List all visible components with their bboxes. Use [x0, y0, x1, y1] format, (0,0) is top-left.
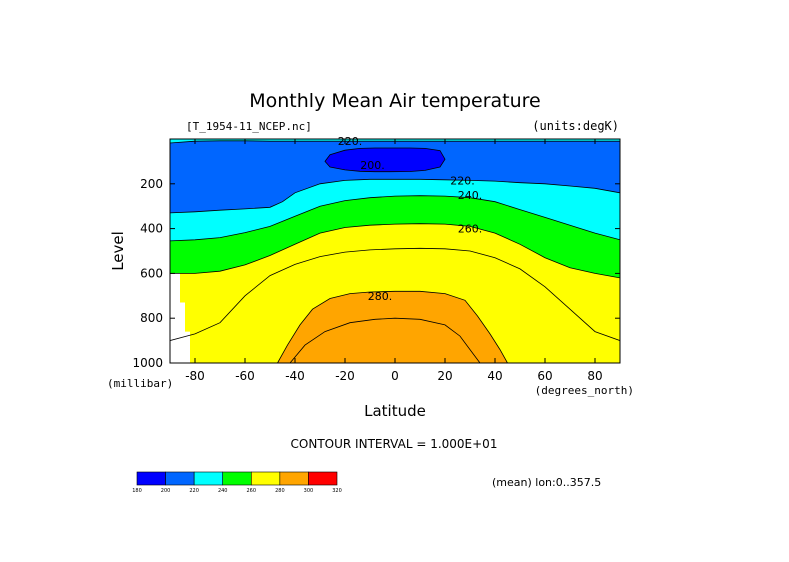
color-legend: 180 200 220 240 260 280 300 320 — [132, 471, 342, 494]
legend-swatch-300 — [308, 471, 338, 486]
legend-level-label: 280 — [275, 488, 285, 494]
contour-line-240 — [170, 195, 620, 242]
legend-level-label: 220 — [189, 488, 199, 494]
y-tick-label: 600 — [140, 266, 163, 280]
y-tick-label: 800 — [140, 311, 163, 325]
contour-labels: 220. 200. 220. 240. 260. 280. — [338, 135, 483, 303]
y-tick-label: 200 — [140, 177, 163, 191]
x-tick-label: 60 — [537, 369, 552, 383]
legend-level-label: 240 — [218, 488, 228, 494]
legend-level-label: 260 — [247, 488, 257, 494]
x-tick-label: 20 — [437, 369, 452, 383]
legend-level-label: 180 — [132, 488, 142, 494]
contour-value-label: 260. — [458, 223, 483, 236]
y-tick-label: 1000 — [132, 356, 163, 370]
x-tick-label: 80 — [587, 369, 602, 383]
contour-interval-note: CONTOUR INTERVAL = 1.000E+01 — [291, 437, 498, 451]
surface-mask — [170, 273, 190, 363]
legend-swatch-260 — [250, 471, 281, 486]
legend-level-label: 320 — [332, 488, 342, 494]
legend-swatch-220 — [193, 471, 224, 486]
band-180-200 — [325, 148, 445, 172]
legend-level-label: 300 — [304, 488, 314, 494]
mean-longitude-note: (mean) lon:0..357.5 — [492, 476, 601, 489]
x-tick-label: -40 — [285, 369, 305, 383]
file-label: [T_1954-11_NCEP.nc] — [186, 120, 312, 133]
legend-swatch-240 — [222, 471, 252, 486]
legend-level-label: 200 — [161, 488, 171, 494]
contour-value-label: 220. — [338, 135, 363, 148]
axis-ticks: -80 -60 -40 -20 0 20 40 60 80 200 400 600 800 1000 — [132, 139, 620, 383]
contour-line-280 — [277, 290, 508, 363]
chart-title: Monthly Mean Air temperature — [249, 90, 540, 112]
x-tick-label: -20 — [335, 369, 355, 383]
y-axis-units: (millibar) — [107, 377, 173, 390]
contour-line-285 — [289, 317, 481, 363]
y-axis-label: Level — [109, 231, 127, 271]
legend-swatch-280 — [279, 471, 309, 486]
units-label: (units:degK) — [532, 119, 619, 133]
band-280-300 — [277, 291, 508, 363]
contour-line-220 — [170, 178, 620, 214]
x-tick-label: -80 — [185, 369, 205, 383]
x-tick-label: 0 — [391, 369, 399, 383]
contour-value-label: 220. — [450, 174, 475, 187]
legend-swatch-200 — [165, 471, 195, 486]
contour-line-270 — [170, 247, 620, 341]
x-tick-label: 40 — [487, 369, 502, 383]
y-tick-label: 400 — [140, 222, 163, 236]
legend-swatch-180 — [136, 471, 166, 486]
contour-value-label: 280. — [368, 290, 393, 303]
x-tick-label: -60 — [235, 369, 255, 383]
contour-value-label: 200. — [360, 159, 385, 172]
contour-value-label: 240. — [458, 189, 483, 202]
contour-line-260 — [170, 223, 620, 279]
x-axis-units: (degrees_north) — [535, 384, 634, 397]
plot-area — [170, 139, 620, 363]
contour-line-200 — [324, 147, 446, 173]
x-axis-label: Latitude — [364, 402, 426, 420]
